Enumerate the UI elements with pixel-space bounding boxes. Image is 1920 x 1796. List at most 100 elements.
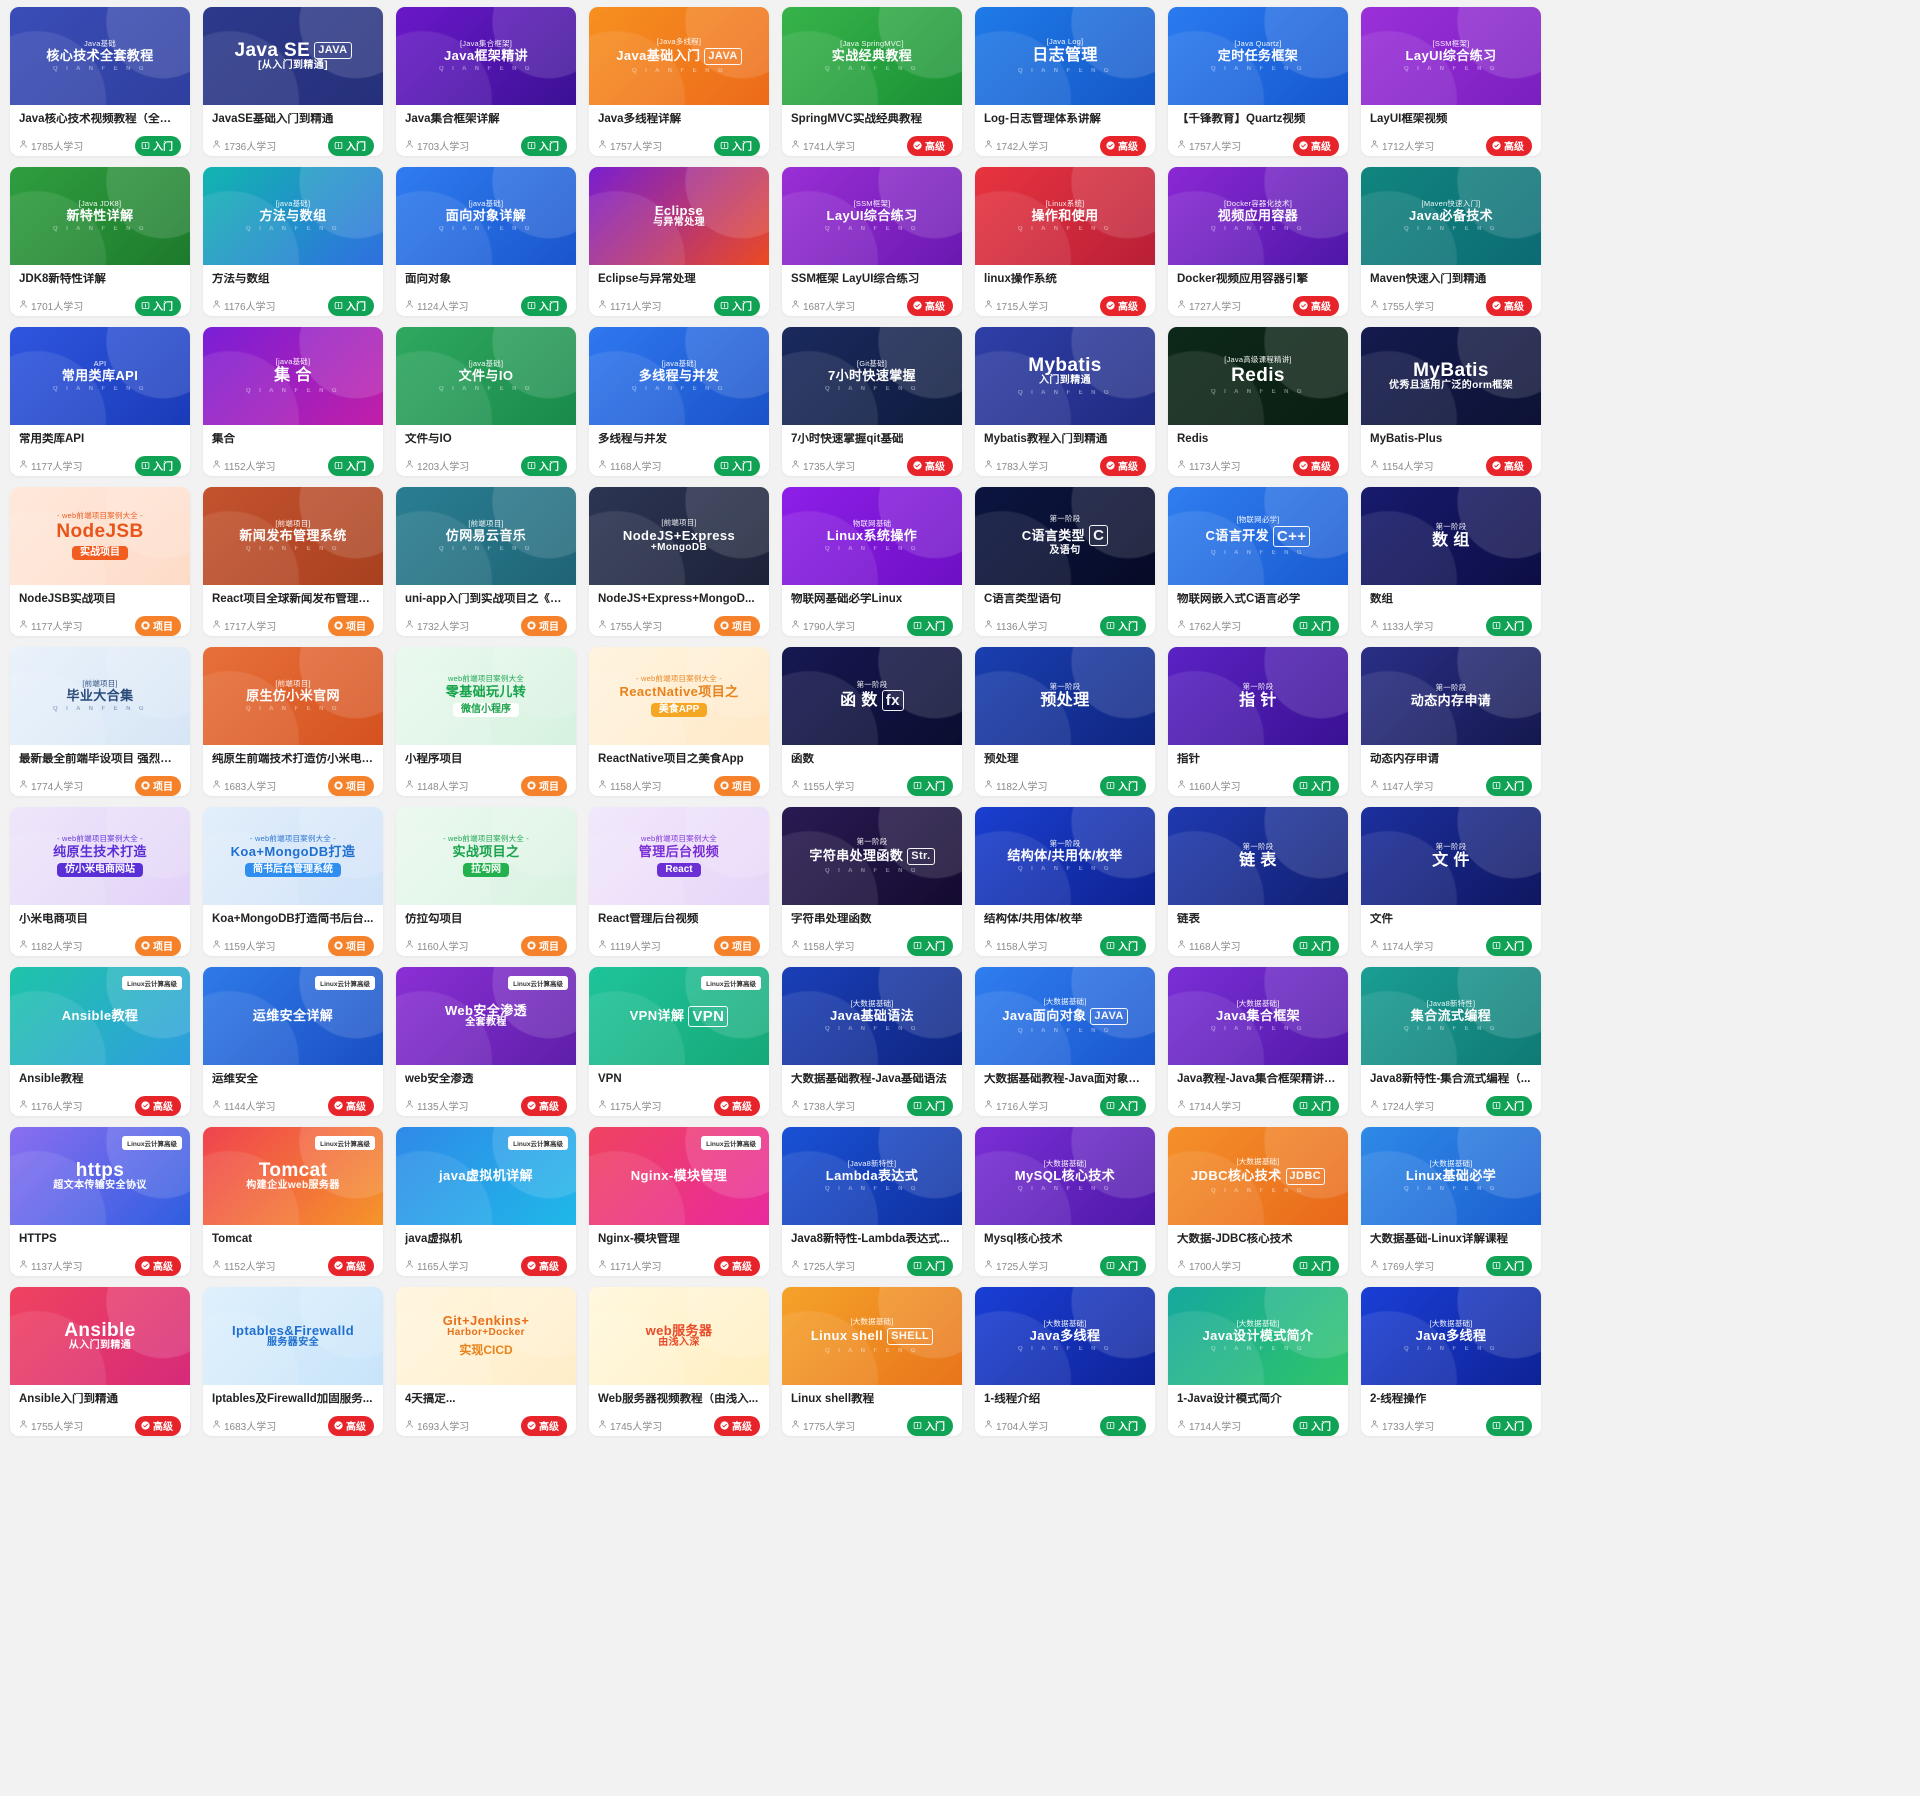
course-thumbnail[interactable]: 第一阶段 动态内存申请	[1361, 647, 1541, 745]
course-title[interactable]: 函数	[791, 753, 814, 765]
course-title[interactable]: Iptables及Firewalld加固服务...	[212, 1393, 373, 1405]
course-card[interactable]: 物联网基础 Linux系统操作 Q I A N F E N G 物联网基础必学Linu…	[782, 487, 962, 636]
course-card[interactable]: [java基础] 面向对象详解 Q I A N F E N G 面向对象 1124人学习…	[396, 167, 576, 316]
course-title[interactable]: 多线程与并发	[598, 433, 667, 445]
course-card[interactable]: Mybatis 入门到精通 Q I A N F E N G Mybatis教程入门到精…	[975, 327, 1155, 476]
course-title[interactable]: LayUI框架视频	[1370, 113, 1448, 125]
course-thumbnail[interactable]: [SSM框架] LayUI综合练习 Q I A N F E N G	[1361, 7, 1541, 105]
course-title[interactable]: 结构体/共用体/枚举	[984, 913, 1083, 925]
course-title[interactable]: 大数据基础教程-Java基础语法	[791, 1073, 947, 1085]
course-thumbnail[interactable]: Linux云计算高级 Web安全渗透 全套教程	[396, 967, 576, 1065]
course-card[interactable]: [大数据基础] JDBC核心技术 JDBC Q I A N F E N G 大数据-JD…	[1168, 1127, 1348, 1276]
course-title[interactable]: Java8新特性-集合流式编程（...	[1370, 1073, 1531, 1085]
course-thumbnail[interactable]: Ansible 从入门到精通	[10, 1287, 190, 1385]
course-thumbnail[interactable]: [前端项目] 毕业大合集 Q I A N F E N G	[10, 647, 190, 745]
course-title[interactable]: 7小时快速掌握qit基础	[791, 433, 904, 445]
course-title[interactable]: 小程序项目	[405, 753, 463, 765]
course-card[interactable]: Linux云计算高级 Ansible教程 Ansible教程 1176人学习 高级	[10, 967, 190, 1116]
course-thumbnail[interactable]: [Docker容器化技术] 视频应用容器 Q I A N F E N G	[1168, 167, 1348, 265]
course-title[interactable]: 运维安全	[212, 1073, 258, 1085]
course-thumbnail[interactable]: [Linux系统] 操作和使用 Q I A N F E N G	[975, 167, 1155, 265]
course-card[interactable]: 第一阶段文 件文件 1174人学习 入门	[1361, 807, 1541, 956]
course-thumbnail[interactable]: Linux云计算高级 java虚拟机详解	[396, 1127, 576, 1225]
course-card[interactable]: [java基础] 方法与数组 Q I A N F E N G 方法与数组 1176人学习…	[203, 167, 383, 316]
course-card[interactable]: Java基础 核心技术全套教程 Q I A N F E N G Java核心技术视频教…	[10, 7, 190, 156]
course-thumbnail[interactable]: [java基础] 文件与IO Q I A N F E N G	[396, 327, 576, 425]
course-card[interactable]: Linux云计算高级 VPN详解 VPN VPN 1175人学习 高级	[589, 967, 769, 1116]
course-card[interactable]: [大数据基础] Linux基础必学 Q I A N F E N G 大数据基础-Lin…	[1361, 1127, 1541, 1276]
course-card[interactable]: [Java8新特性] Lambda表达式 Q I A N F E N G Java8新…	[782, 1127, 962, 1276]
course-thumbnail[interactable]: [前端项目] 仿网易云音乐 Q I A N F E N G	[396, 487, 576, 585]
course-card[interactable]: [前端项目] NodeJS+Express +MongoDB NodeJS+Expre…	[589, 487, 769, 636]
course-title[interactable]: Java8新特性-Lambda表达式...	[791, 1233, 950, 1245]
course-card[interactable]: [Maven快速入门] Java必备技术 Q I A N F E N G Maven快…	[1361, 167, 1541, 316]
course-thumbnail[interactable]: [大数据基础] Java多线程 Q I A N F E N G	[1361, 1287, 1541, 1385]
course-thumbnail[interactable]: - web前端项目案例大全 - Koa+MongoDB打造 简书后台管理系统	[203, 807, 383, 905]
course-title[interactable]: Mybatis教程入门到精通	[984, 433, 1108, 445]
course-title[interactable]: 数组	[1370, 593, 1393, 605]
course-title[interactable]: 小米电商项目	[19, 913, 88, 925]
course-thumbnail[interactable]: [Java高级课程精讲] Redis Q I A N F E N G	[1168, 327, 1348, 425]
course-title[interactable]: JavaSE基础入门到精通	[212, 113, 334, 125]
course-card[interactable]: Linux云计算高级 运维安全详解 运维安全 1144人学习 高级	[203, 967, 383, 1116]
course-thumbnail[interactable]: [Java8新特性] Lambda表达式 Q I A N F E N G	[782, 1127, 962, 1225]
course-card[interactable]: [Java高级课程精讲] Redis Q I A N F E N G Redis 117…	[1168, 327, 1348, 476]
course-card[interactable]: API 常用类库API Q I A N F E N G 常用类库API 1177人学习入…	[10, 327, 190, 476]
course-thumbnail[interactable]: [大数据基础] Linux shell SHELL Q I A N F E N G	[782, 1287, 962, 1385]
course-title[interactable]: Linux shell教程	[791, 1393, 875, 1405]
course-card[interactable]: Git+Jenkins+ Harbor+Docker 实现CICD 4天搞定... 16…	[396, 1287, 576, 1436]
course-title[interactable]: VPN	[598, 1073, 622, 1085]
course-card[interactable]: Linux云计算高级 Web安全渗透 全套教程 web安全渗透 1135人学习 高级	[396, 967, 576, 1116]
course-thumbnail[interactable]: web服务器 由浅入深	[589, 1287, 769, 1385]
course-card[interactable]: Linux云计算高级 java虚拟机详解 java虚拟机 1165人学习 高级	[396, 1127, 576, 1276]
course-card[interactable]: 第一阶段数 组数组 1133人学习 入门	[1361, 487, 1541, 636]
course-card[interactable]: - web前端项目案例大全 - 纯原生技术打造 仿小米电商网站 小米电商项目 1182人…	[10, 807, 190, 956]
course-thumbnail[interactable]: [前端项目] 原生仿小米官网 Q I A N F E N G	[203, 647, 383, 745]
course-title[interactable]: 最新最全前端毕设项目 强烈建...	[19, 753, 181, 765]
course-thumbnail[interactable]: 物联网基础 Linux系统操作 Q I A N F E N G	[782, 487, 962, 585]
course-thumbnail[interactable]: - web前端项目案例大全 - 实战项目之 拉勾网	[396, 807, 576, 905]
course-thumbnail[interactable]: [java基础] 集 合 Q I A N F E N G	[203, 327, 383, 425]
course-card[interactable]: 第一阶段 C语言类型 C 及语句 C语言类型语句 1136人学习 入门	[975, 487, 1155, 636]
course-title[interactable]: 文件与IO	[405, 433, 452, 445]
course-thumbnail[interactable]: [java基础] 方法与数组 Q I A N F E N G	[203, 167, 383, 265]
course-title[interactable]: 链表	[1177, 913, 1200, 925]
course-card[interactable]: [Git基础] 7小时快速掌握 Q I A N F E N G 7小时快速掌握qit基…	[782, 327, 962, 476]
course-title[interactable]: Java教程-Java集合框架精讲（...	[1177, 1073, 1339, 1085]
course-card[interactable]: [大数据基础] Java设计模式简介 Q I A N F E N G 1-Java设计…	[1168, 1287, 1348, 1436]
course-title[interactable]: linux操作系统	[984, 273, 1057, 285]
course-card[interactable]: - web前端项目案例大全 - 实战项目之 拉勾网 仿拉勾项目 1160人学习 项目	[396, 807, 576, 956]
course-thumbnail[interactable]: Java SE JAVA [从入门到精通]	[203, 7, 383, 105]
course-title[interactable]: React管理后台视频	[598, 913, 699, 925]
course-thumbnail[interactable]: [大数据基础] Linux基础必学 Q I A N F E N G	[1361, 1127, 1541, 1225]
course-card[interactable]: - web前端项目案例大全 - ReactNative项目之 美食APP ReactN…	[589, 647, 769, 796]
course-thumbnail[interactable]: [大数据基础] Java基础语法 Q I A N F E N G	[782, 967, 962, 1065]
course-thumbnail[interactable]: Linux云计算高级 https 超文本传输安全协议	[10, 1127, 190, 1225]
course-card[interactable]: Ansible 从入门到精通 Ansible入门到精通 1755人学习 高级	[10, 1287, 190, 1436]
course-thumbnail[interactable]: - web前端项目案例大全 - NodeJSB 实战项目	[10, 487, 190, 585]
course-title[interactable]: Java集合框架详解	[405, 113, 500, 125]
course-thumbnail[interactable]: 第一阶段指 针	[1168, 647, 1348, 745]
course-title[interactable]: SpringMVC实战经典教程	[791, 113, 922, 125]
course-thumbnail[interactable]: [Java Quartz] 定时任务框架 Q I A N F E N G	[1168, 7, 1348, 105]
course-card[interactable]: [大数据基础] Java集合框架 Q I A N F E N G Java教程-Jav…	[1168, 967, 1348, 1116]
course-title[interactable]: 字符串处理函数	[791, 913, 872, 925]
course-card[interactable]: [前端项目] 原生仿小米官网 Q I A N F E N G 纯原生前端技术打造仿小米…	[203, 647, 383, 796]
course-title[interactable]: ReactNative项目之美食App	[598, 753, 744, 765]
course-card[interactable]: 第一阶段 动态内存申请 动态内存申请 1147人学习 入门	[1361, 647, 1541, 796]
course-thumbnail[interactable]: 第一阶段数 组	[1361, 487, 1541, 585]
course-title[interactable]: Log-日志管理体系讲解	[984, 113, 1101, 125]
course-title[interactable]: HTTPS	[19, 1233, 57, 1245]
course-card[interactable]: web前端项目案例大全 零基础玩儿转 微信小程序 小程序项目 1148人学习 项目	[396, 647, 576, 796]
course-thumbnail[interactable]: [Java JDK8] 新特性详解 Q I A N F E N G	[10, 167, 190, 265]
course-card[interactable]: [大数据基础] Java基础语法 Q I A N F E N G 大数据基础教程-Ja…	[782, 967, 962, 1116]
course-title[interactable]: MyBatis-Plus	[1370, 433, 1443, 445]
course-thumbnail[interactable]: Iptables&Firewalld 服务器安全	[203, 1287, 383, 1385]
course-thumbnail[interactable]: [Java SpringMVC] 实战经典教程 Q I A N F E N G	[782, 7, 962, 105]
course-thumbnail[interactable]: Linux云计算高级 VPN详解 VPN	[589, 967, 769, 1065]
course-card[interactable]: Java SE JAVA [从入门到精通] JavaSE基础入门到精通 1736人学习 入…	[203, 7, 383, 156]
course-title[interactable]: Java多线程详解	[598, 113, 682, 125]
course-card[interactable]: [Java JDK8] 新特性详解 Q I A N F E N G JDK8新特性详解…	[10, 167, 190, 316]
course-card[interactable]: [SSM框架] LayUI综合练习 Q I A N F E N G LayUI框架视频…	[1361, 7, 1541, 156]
course-card[interactable]: [Linux系统] 操作和使用 Q I A N F E N G linux操作系统 17…	[975, 167, 1155, 316]
